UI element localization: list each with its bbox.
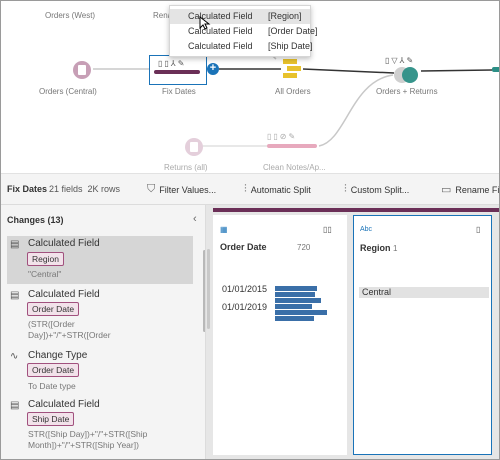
- node-label-fix-dates: Fix Dates: [162, 87, 196, 96]
- join-action-icons: ▯▽⅄✎: [385, 56, 416, 65]
- step-meta: 21 fields 2K rows: [49, 184, 120, 194]
- histogram-bar[interactable]: [275, 316, 314, 321]
- step-color-bar: [154, 70, 200, 74]
- field-name: Region: [360, 243, 391, 253]
- file-icon: [78, 65, 86, 75]
- row-count: 2K rows: [87, 184, 121, 194]
- change-item[interactable]: ∿ Change Type Order Date To Date type: [7, 348, 193, 394]
- node-label-orders-central: Orders (Central): [39, 87, 97, 96]
- menu-item-region[interactable]: Calculated Field [Region]: [170, 9, 310, 24]
- node-label-returns-all: Returns (all): [164, 163, 208, 172]
- change-type-icon: ∿: [10, 351, 19, 362]
- mouse-cursor-icon: [199, 16, 211, 30]
- card-menu-icon[interactable]: ▯▯: [323, 225, 332, 234]
- automatic-split-label: Automatic Split: [250, 184, 311, 195]
- menu-item-target: [Ship Date]: [268, 41, 313, 51]
- change-item[interactable]: ▤ Calculated Field Region "Central": [7, 236, 193, 284]
- node-label-clean-notes: Clean Notes/Ap...: [263, 163, 326, 172]
- node-label-all-orders: All Orders: [275, 87, 311, 96]
- calculated-field-icon: ▤: [10, 400, 20, 411]
- returns-all-node[interactable]: [185, 138, 203, 156]
- distinct-count: 720: [297, 243, 311, 252]
- change-item[interactable]: ▤ Calculated Field Ship Date STR([Ship D…: [7, 397, 193, 457]
- calculated-field-icon: ▤: [10, 290, 20, 301]
- custom-split-icon: ⫶: [344, 183, 347, 195]
- filter-values-label: Filter Values...: [159, 184, 217, 195]
- step-toolbar: Fix Dates 21 fields 2K rows ⛉ Filter Val…: [1, 173, 499, 205]
- menu-item-field: Calculated Field: [188, 11, 253, 21]
- field-pill: Ship Date: [27, 412, 75, 426]
- next-step-edge: [492, 67, 499, 72]
- distinct-count: 1: [393, 244, 398, 253]
- change-title: Change Type: [28, 350, 88, 361]
- calculated-field-icon: ▤: [10, 239, 20, 250]
- step-action-icons: ▯▯⅄✎: [158, 59, 187, 68]
- flow-connectors: [93, 16, 493, 147]
- profile-card-region[interactable]: Abc ▯ Region 1: [353, 215, 492, 455]
- axis-label-start: 01/01/2015: [222, 284, 268, 294]
- profile-card-order-date[interactable]: ▦ ▯▯ Order Date 720: [213, 215, 347, 455]
- node-label-orders-west: Orders (West): [45, 11, 96, 20]
- axis-label-end: 01/01/2019: [222, 302, 268, 312]
- menu-item-order-date[interactable]: Calculated Field [Order Date]: [170, 24, 318, 39]
- menu-item-target: [Order Date]: [268, 26, 318, 36]
- node-label-rename: Rena: [153, 11, 173, 20]
- join-icon[interactable]: [394, 67, 418, 83]
- step-color-band: [213, 208, 499, 212]
- calendar-icon: ▦: [220, 225, 228, 234]
- node-label-orders-returns: Orders + Returns: [376, 87, 438, 96]
- menu-item-target: [Region]: [268, 11, 302, 21]
- automatic-split-button[interactable]: ⫶ Automatic Split: [244, 183, 311, 196]
- add-step-button[interactable]: +: [207, 63, 219, 75]
- menu-item-field: Calculated Field: [188, 26, 253, 36]
- histogram-bar[interactable]: [275, 304, 312, 309]
- menu-item-ship-date[interactable]: Calculated Field [Ship Date]: [170, 39, 313, 54]
- change-detail: To Date type: [28, 381, 76, 391]
- histogram-bar[interactable]: [275, 292, 315, 297]
- string-type-icon: Abc: [360, 226, 373, 233]
- union-icon[interactable]: [281, 59, 303, 79]
- change-detail: STR([Ship Day])+"/"+STR([Ship Month])+"/…: [28, 429, 148, 450]
- rename-field-button[interactable]: ▭ Rename Fi: [441, 183, 499, 196]
- custom-split-label: Custom Split...: [350, 184, 410, 195]
- field-name: Order Date: [220, 242, 267, 252]
- field-pill: Region: [27, 252, 64, 266]
- chevron-left-icon[interactable]: ‹: [193, 213, 197, 225]
- rename-field-label: Rename Fi: [455, 184, 500, 195]
- field-pill: Order Date: [27, 363, 80, 377]
- rename-icon: ▭: [441, 184, 452, 196]
- change-title: Calculated Field: [28, 289, 100, 300]
- menu-item-field: Calculated Field: [188, 41, 253, 51]
- changes-panel: Changes (13) ‹ ▤ Calculated Field Region…: [1, 205, 206, 459]
- card-scrollbar[interactable]: [207, 249, 210, 329]
- changes-scrollbar[interactable]: [203, 250, 205, 332]
- card-menu-icon[interactable]: ▯: [476, 225, 481, 234]
- value-row[interactable]: Central: [359, 287, 489, 298]
- change-menu: Calculated Field [Region] Calculated Fiel…: [169, 5, 318, 57]
- step-title: Fix Dates: [7, 184, 48, 194]
- changes-header: Changes (13): [7, 215, 64, 225]
- change-detail: "Central": [28, 269, 62, 279]
- change-item[interactable]: ▤ Calculated Field Order Date (STR([Orde…: [7, 287, 193, 345]
- custom-split-button[interactable]: ⫶ Custom Split...: [344, 183, 409, 196]
- filter-icon: ⛉: [147, 183, 156, 195]
- split-icon: ⫶: [244, 183, 247, 195]
- field-count: 21 fields: [49, 184, 83, 194]
- histogram-bar[interactable]: [275, 286, 317, 291]
- orders-central-node[interactable]: [73, 61, 91, 79]
- clean-action-icons: ▯▯⊘✎: [267, 132, 298, 141]
- fix-dates-step[interactable]: ▯▯⅄✎: [149, 55, 207, 85]
- histogram-bar[interactable]: [275, 298, 321, 303]
- histogram-bar[interactable]: [275, 310, 327, 315]
- change-detail: (STR([Order Day])+"/"+STR([Order: [28, 319, 111, 340]
- filter-values-button[interactable]: ⛉ Filter Values...: [147, 183, 216, 196]
- change-title: Calculated Field: [28, 399, 100, 410]
- change-title: Calculated Field: [28, 238, 100, 249]
- file-icon: [190, 142, 198, 152]
- clean-step-bar[interactable]: [267, 144, 317, 148]
- field-pill: Order Date: [27, 302, 80, 316]
